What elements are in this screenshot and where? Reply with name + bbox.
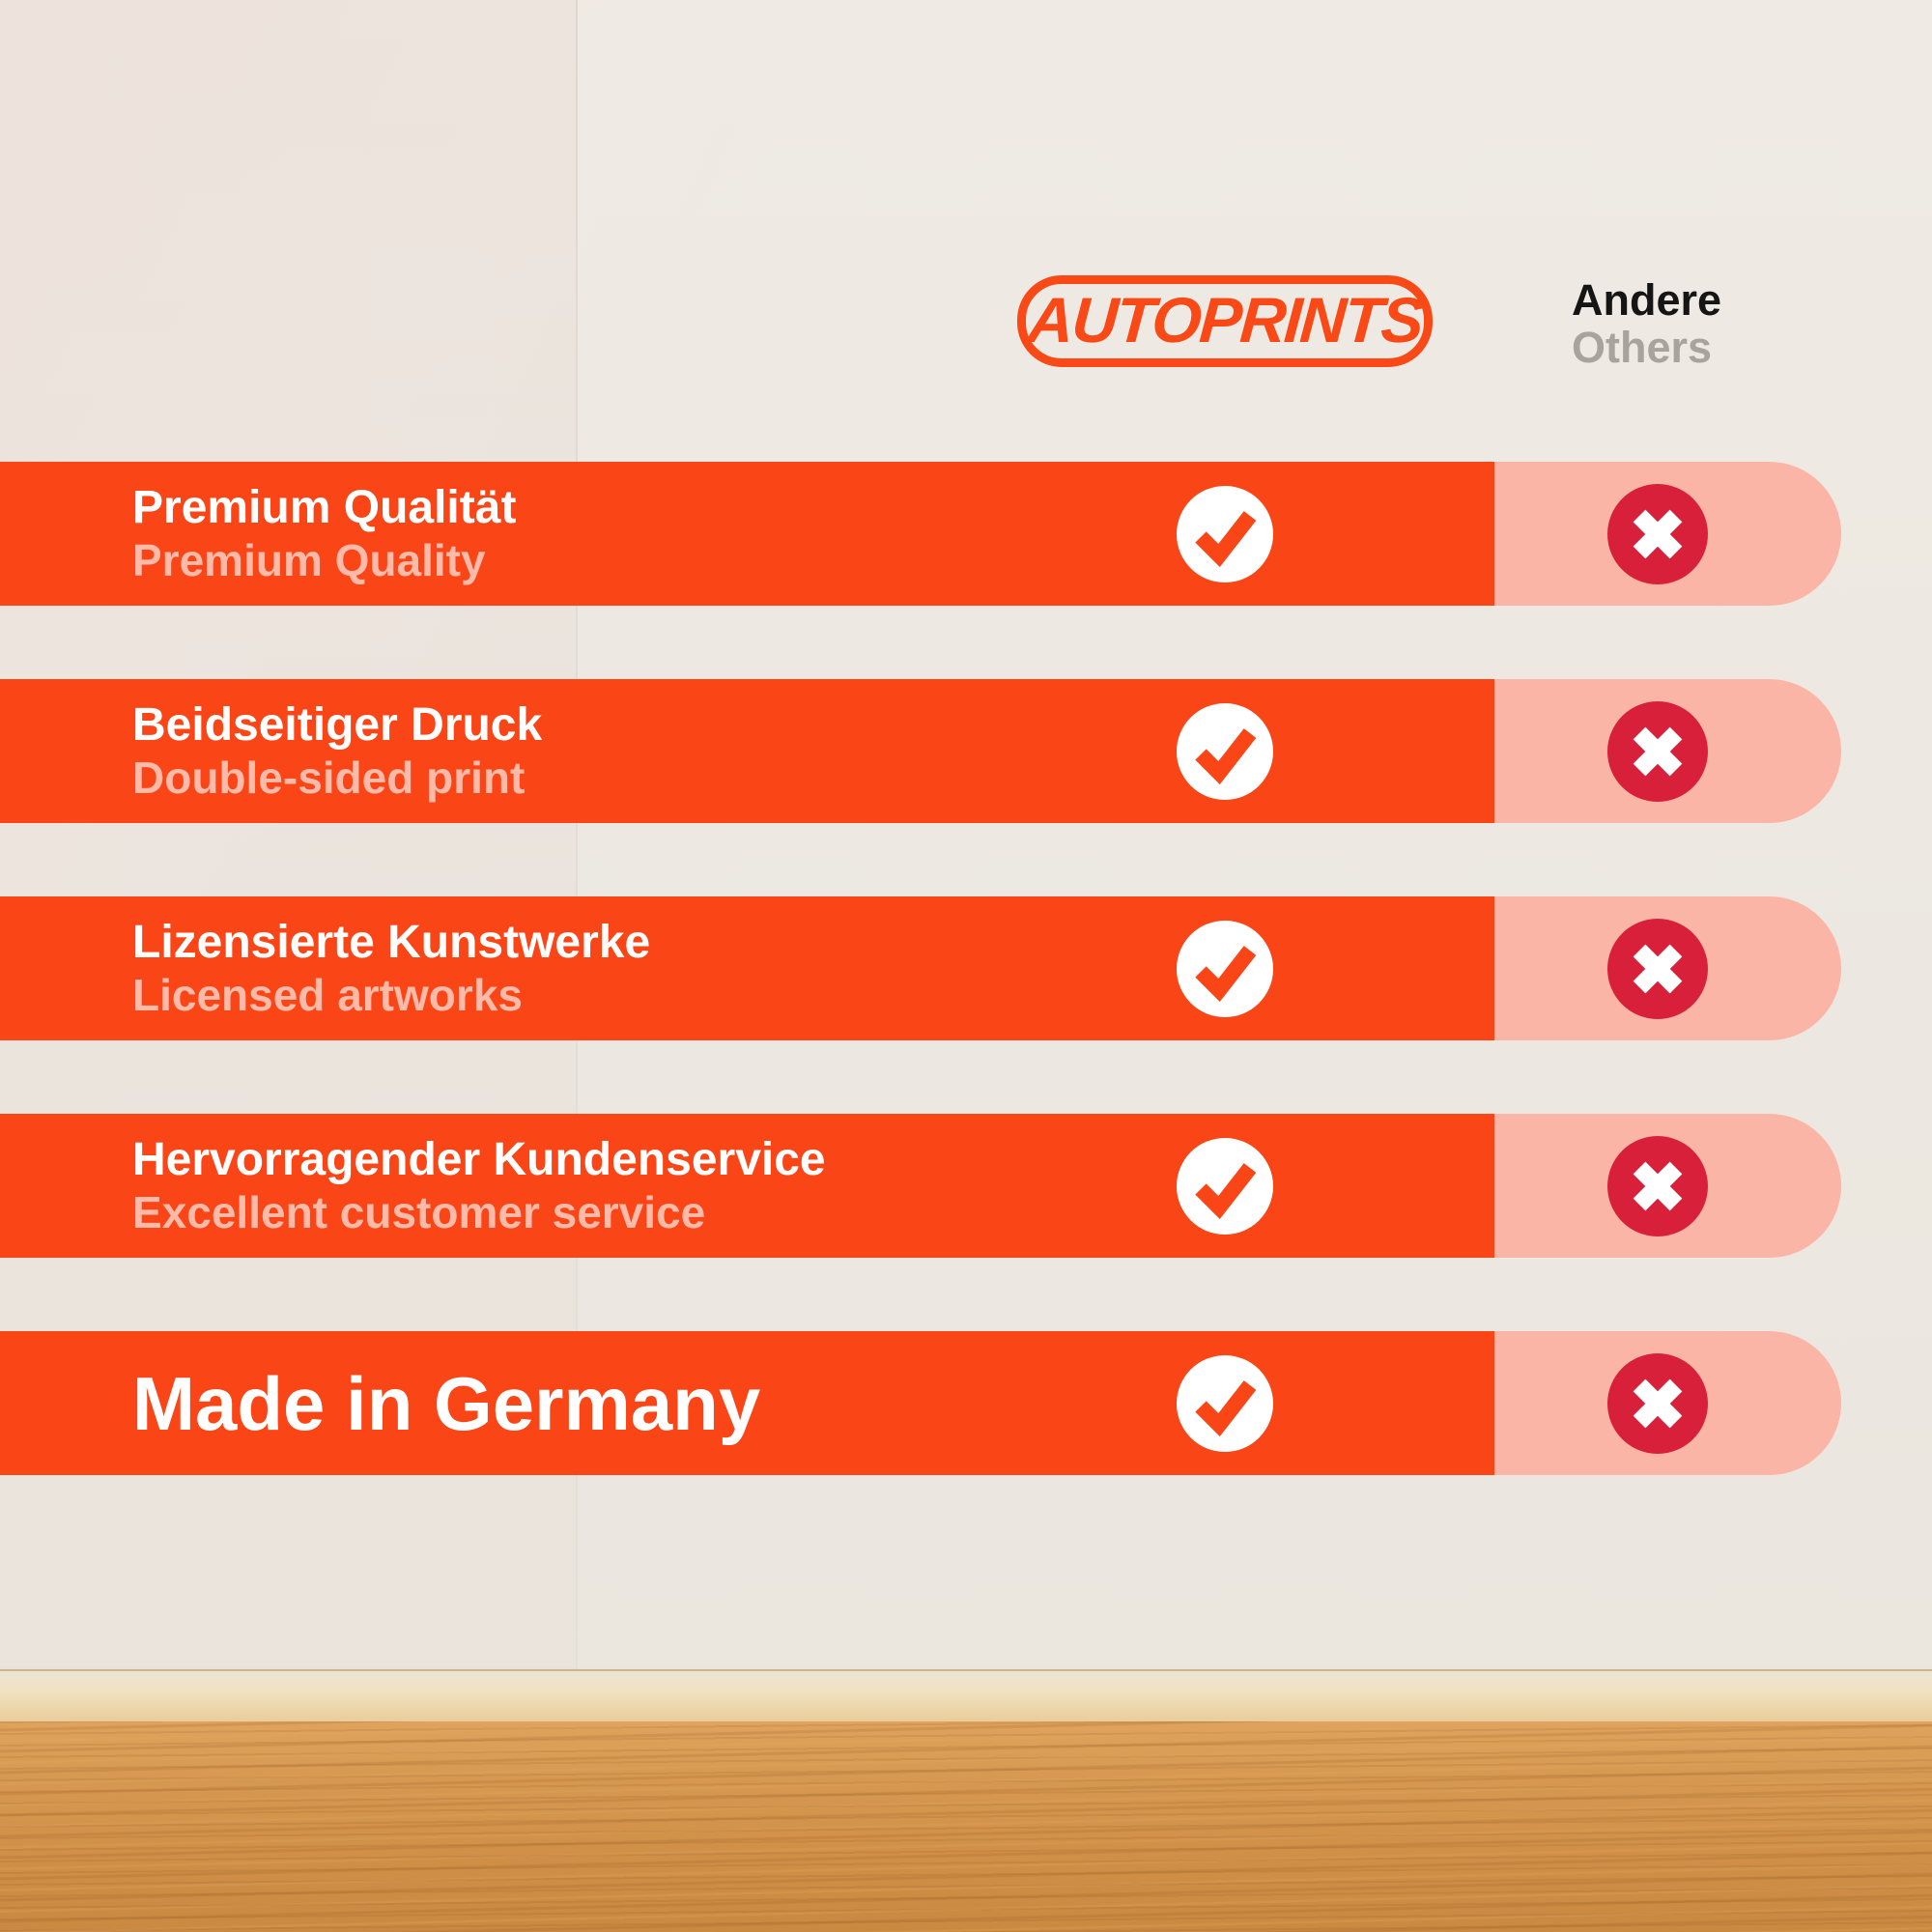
feature-row-customer-service: Hervorragender Kundenservice Excellent c… [0, 1114, 1841, 1258]
feature-row-licensed-artworks: Lizensierte Kunstwerke Licensed artworks [0, 896, 1841, 1040]
feature-title-en: Premium Quality [132, 534, 486, 585]
cross-icon [1607, 700, 1708, 802]
feature-row-double-sided: Beidseitiger Druck Double-sided print [0, 679, 1841, 823]
wall-seam [576, 0, 578, 1669]
cross-icon [1607, 918, 1708, 1019]
check-icon [1177, 702, 1273, 800]
cross-icon [1607, 1135, 1708, 1236]
feature-title-en: Licensed artworks [132, 969, 523, 1020]
autoprints-logo: AUTOPRINTS [1017, 275, 1433, 367]
feature-text: Beidseitiger Druck Double-sided print [132, 698, 542, 805]
feature-title-en: Excellent customer service [132, 1186, 706, 1237]
competitor-label-en: Others [1572, 323, 1713, 372]
feature-title-de: Premium Qualität [132, 481, 517, 533]
feature-title: Made in Germany [132, 1360, 761, 1446]
feature-text: Made in Germany [132, 1365, 760, 1442]
feature-title-de: Beidseitiger Druck [132, 698, 543, 751]
cross-icon [1607, 483, 1708, 584]
check-icon [1177, 1137, 1273, 1235]
check-icon [1177, 920, 1273, 1017]
feature-title-de: Lizensierte Kunstwerke [132, 916, 651, 968]
feature-row-premium-quality: Premium Qualität Premium Quality [0, 462, 1841, 606]
competitor-header: Andere Others [1572, 276, 1721, 371]
wood-floor [0, 1721, 1932, 1932]
feature-row-made-in-germany: Made in Germany [0, 1331, 1841, 1475]
autoprints-logo-text: AUTOPRINTS [1025, 283, 1425, 355]
feature-text: Hervorragender Kundenservice Excellent c… [132, 1133, 826, 1239]
cross-icon [1607, 1352, 1708, 1454]
feature-text: Lizensierte Kunstwerke Licensed artworks [132, 916, 650, 1022]
feature-title-de: Hervorragender Kundenservice [132, 1133, 826, 1185]
baseboard [0, 1669, 1932, 1723]
check-icon [1177, 485, 1273, 582]
feature-title-en: Double-sided print [132, 752, 526, 803]
feature-text: Premium Qualität Premium Quality [132, 481, 516, 587]
competitor-label-de: Andere [1572, 275, 1722, 325]
check-icon [1177, 1354, 1273, 1452]
